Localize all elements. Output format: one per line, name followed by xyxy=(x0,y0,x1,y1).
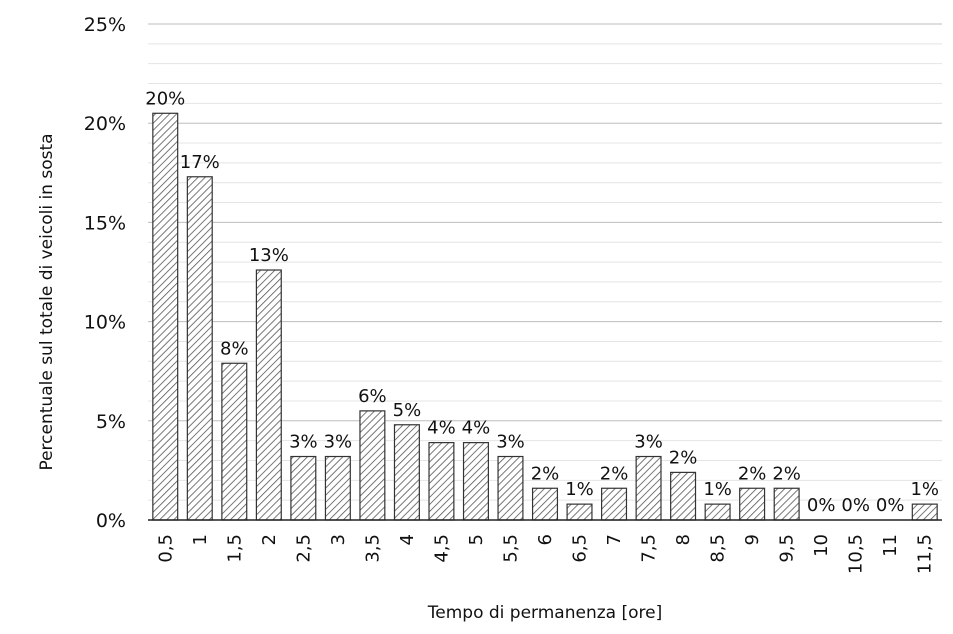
data-label: 8% xyxy=(220,338,249,359)
data-label: 2% xyxy=(531,463,560,484)
data-label: 2% xyxy=(738,463,767,484)
bar xyxy=(635,455,662,521)
bar xyxy=(290,455,317,521)
bar xyxy=(152,112,179,521)
y-tick-label: 20% xyxy=(84,113,126,135)
y-tick-label: 0% xyxy=(96,510,126,532)
bar xyxy=(255,269,282,521)
x-tick-label: 3,5 xyxy=(362,534,383,563)
x-tick-label: 9 xyxy=(742,534,763,545)
x-tick-label: 4 xyxy=(397,534,418,545)
x-tick-label: 1 xyxy=(190,534,211,545)
bar xyxy=(704,503,731,521)
bar xyxy=(393,424,420,521)
x-tick-label: 9,5 xyxy=(777,534,798,563)
data-label: 13% xyxy=(249,245,289,266)
x-tick-label: 7,5 xyxy=(639,534,660,563)
data-label: 6% xyxy=(358,386,387,407)
y-axis-title: Percentuale sul totale di veicoli in sos… xyxy=(37,133,57,470)
data-label: 2% xyxy=(772,463,801,484)
bar xyxy=(739,487,766,521)
bar xyxy=(497,455,524,521)
x-tick-label: 8,5 xyxy=(708,534,729,563)
data-label: 20% xyxy=(145,88,185,109)
x-tick-label: 7 xyxy=(604,534,625,545)
x-axis-title: Tempo di permanenza [ore] xyxy=(427,603,662,623)
x-tick-label: 11,5 xyxy=(915,534,936,574)
x-tick-label: 10,5 xyxy=(846,534,867,574)
bar xyxy=(911,503,938,521)
bar xyxy=(531,487,559,521)
bar xyxy=(359,410,386,521)
x-tick-label: 4,5 xyxy=(431,534,452,563)
bar xyxy=(773,487,800,521)
y-tick-label: 10% xyxy=(84,312,126,334)
bars xyxy=(152,112,938,521)
data-label: 1% xyxy=(703,479,732,500)
bar xyxy=(186,176,213,521)
bar xyxy=(670,471,697,521)
data-label: 17% xyxy=(180,152,220,173)
x-tick-label: 2 xyxy=(259,534,280,545)
data-label: 5% xyxy=(393,400,422,421)
y-tick-label: 25% xyxy=(84,14,126,36)
data-label: 3% xyxy=(289,432,318,453)
data-label: 2% xyxy=(669,447,698,468)
data-label: 0% xyxy=(876,495,905,516)
x-tick-label: 10 xyxy=(811,534,832,557)
data-label: 0% xyxy=(807,495,836,516)
data-label: 3% xyxy=(634,432,663,453)
x-tick-label: 0,5 xyxy=(155,534,176,563)
data-label: 2% xyxy=(600,463,629,484)
bar xyxy=(566,503,593,521)
y-tick-label: 5% xyxy=(96,411,126,433)
x-tick-label: 2,5 xyxy=(293,534,314,563)
x-tick-label: 1,5 xyxy=(224,534,245,563)
bar xyxy=(221,362,248,521)
x-tick-label: 6 xyxy=(535,534,556,545)
data-label: 3% xyxy=(496,432,525,453)
data-label: 4% xyxy=(427,418,456,439)
data-label: 3% xyxy=(324,432,353,453)
data-label: 1% xyxy=(910,479,939,500)
data-label: 1% xyxy=(565,479,594,500)
x-tick-label: 5,5 xyxy=(500,534,521,563)
y-tick-label: 15% xyxy=(84,212,126,234)
x-tick-label: 11 xyxy=(880,534,901,557)
bar xyxy=(428,442,455,521)
x-tick-label: 8 xyxy=(673,534,694,545)
y-axis-ticks: 0% 5% 10% 15% 20% 25% xyxy=(84,14,126,532)
x-tick-label: 3 xyxy=(328,534,349,545)
x-tick-label: 5 xyxy=(466,534,487,545)
bar xyxy=(324,455,351,521)
data-label: 0% xyxy=(841,495,870,516)
x-axis-ticks: 0,5 1 1,5 2 2,5 3 3,5 4 4,5 5 5,5 6 6,5 7 7,5 8 8,5 9 9,5 1… xyxy=(155,534,935,574)
data-labels: 20%17%8%13%3% 3%6%5%4% 4%3%2%1%2%3%2%1%2% 2… xyxy=(145,88,939,516)
x-tick-label: 6,5 xyxy=(570,534,591,563)
bar xyxy=(601,487,628,521)
bar xyxy=(462,442,489,521)
data-label: 4% xyxy=(462,418,491,439)
